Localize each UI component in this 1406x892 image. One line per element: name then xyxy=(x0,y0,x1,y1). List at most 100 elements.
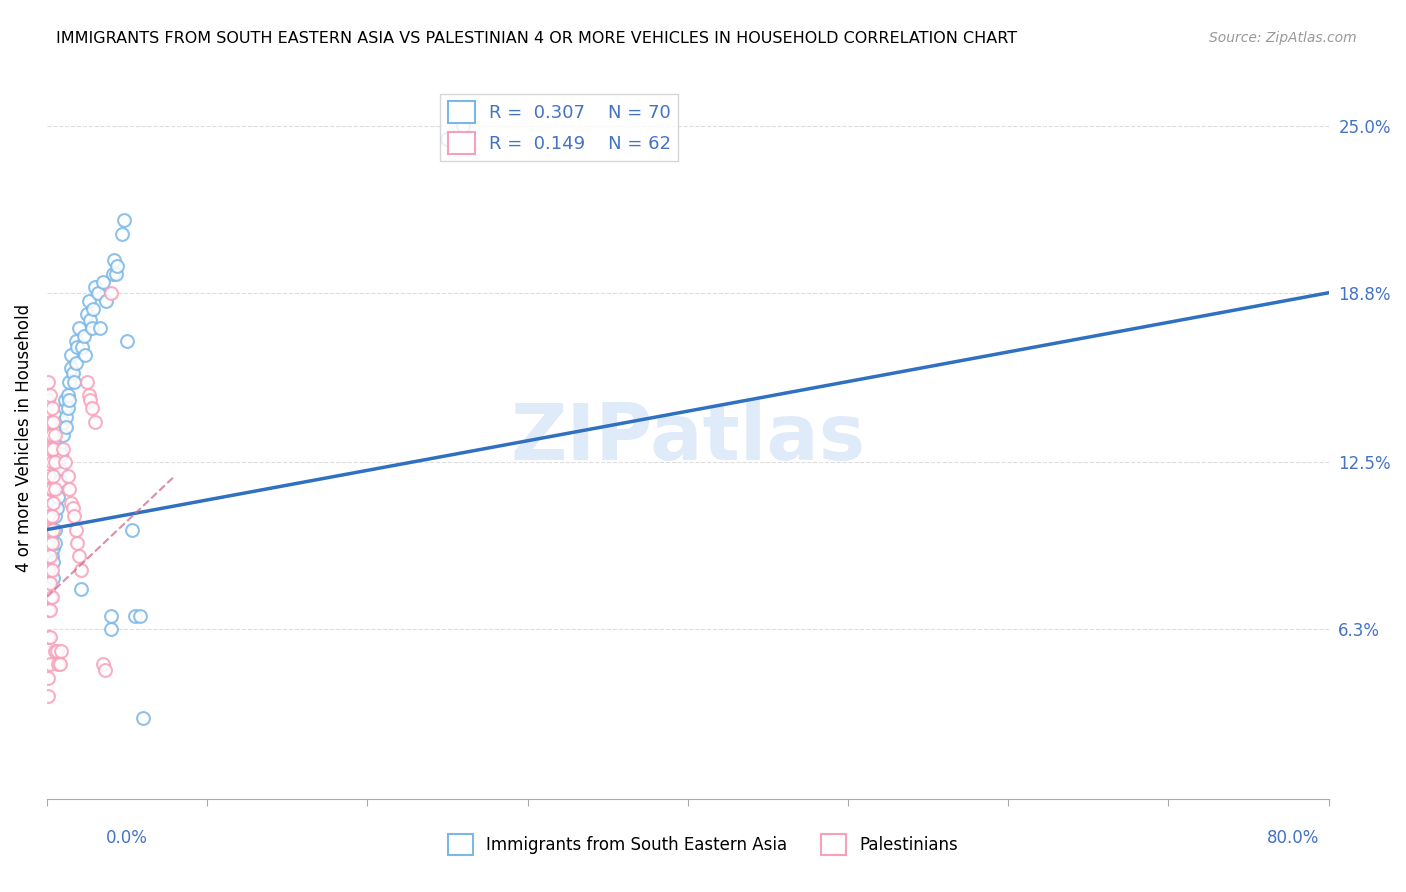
Point xyxy=(42,442,65,456)
Point xyxy=(100,608,122,623)
Point xyxy=(65,356,87,370)
Point xyxy=(104,267,127,281)
Point xyxy=(75,348,97,362)
Point xyxy=(69,582,91,596)
Point xyxy=(46,657,69,672)
Point xyxy=(100,285,122,300)
Text: 80.0%: 80.0% xyxy=(1267,829,1319,847)
Y-axis label: 4 or more Vehicles in Household: 4 or more Vehicles in Household xyxy=(15,304,32,572)
Point xyxy=(41,549,63,564)
Point xyxy=(124,608,146,623)
Point xyxy=(42,496,65,510)
Point xyxy=(59,348,82,362)
Point xyxy=(37,563,59,577)
Point xyxy=(66,340,89,354)
Point xyxy=(37,509,59,524)
Point xyxy=(41,428,63,442)
Point xyxy=(100,622,122,636)
Point xyxy=(56,468,79,483)
Point xyxy=(84,415,107,429)
Point xyxy=(48,463,70,477)
Text: ZIPatlas: ZIPatlas xyxy=(510,401,865,476)
Point xyxy=(79,393,101,408)
Point xyxy=(56,388,79,402)
Point xyxy=(39,549,62,564)
Point xyxy=(45,643,67,657)
Point xyxy=(105,259,128,273)
Point xyxy=(37,690,59,704)
Point xyxy=(436,132,458,146)
Point xyxy=(46,474,69,488)
Point xyxy=(59,361,82,376)
Point xyxy=(76,307,98,321)
Point xyxy=(53,455,76,469)
Point xyxy=(41,482,63,496)
Point xyxy=(51,643,73,657)
Point xyxy=(44,523,66,537)
Point xyxy=(37,582,59,596)
Point xyxy=(41,563,63,577)
Point xyxy=(51,447,73,461)
Point xyxy=(55,409,77,424)
Point xyxy=(42,415,65,429)
Point xyxy=(103,253,125,268)
Point xyxy=(66,536,89,550)
Point xyxy=(63,375,86,389)
Point xyxy=(37,630,59,644)
Point xyxy=(65,334,87,348)
Point xyxy=(41,523,63,537)
Point xyxy=(37,603,59,617)
Point xyxy=(58,482,80,496)
Point xyxy=(39,657,62,672)
Point xyxy=(91,657,114,672)
Point xyxy=(93,663,115,677)
Point xyxy=(44,536,66,550)
Point xyxy=(77,388,100,402)
Point xyxy=(42,541,65,556)
Point xyxy=(52,415,75,429)
Point xyxy=(37,393,59,408)
Point xyxy=(37,375,59,389)
Point xyxy=(63,509,86,524)
Point xyxy=(42,523,65,537)
Point xyxy=(67,549,90,564)
Point xyxy=(41,401,63,416)
Text: 0.0%: 0.0% xyxy=(105,829,148,847)
Point xyxy=(70,340,93,354)
Point xyxy=(37,671,59,685)
Point xyxy=(37,428,59,442)
Point xyxy=(96,293,118,308)
Point xyxy=(62,367,84,381)
Point xyxy=(48,442,70,456)
Point xyxy=(69,563,91,577)
Point xyxy=(112,213,135,227)
Legend: R =  0.307    N = 70, R =  0.149    N = 62: R = 0.307 N = 70, R = 0.149 N = 62 xyxy=(440,94,679,161)
Point xyxy=(45,468,67,483)
Point xyxy=(39,576,62,591)
Point xyxy=(44,496,66,510)
Point xyxy=(52,442,75,456)
Point xyxy=(42,571,65,585)
Legend: Immigrants from South Eastern Asia, Palestinians: Immigrants from South Eastern Asia, Pale… xyxy=(441,828,965,862)
Point xyxy=(62,501,84,516)
Point xyxy=(39,630,62,644)
Point xyxy=(41,509,63,524)
Point xyxy=(121,523,143,537)
Point xyxy=(77,293,100,308)
Point xyxy=(41,455,63,469)
Point xyxy=(46,490,69,504)
Point xyxy=(115,334,138,348)
Point xyxy=(58,375,80,389)
Point xyxy=(84,280,107,294)
Point xyxy=(42,468,65,483)
Point xyxy=(48,657,70,672)
Point xyxy=(39,603,62,617)
Point xyxy=(39,388,62,402)
Point xyxy=(91,275,114,289)
Point xyxy=(101,267,124,281)
Point xyxy=(37,468,59,483)
Point xyxy=(39,482,62,496)
Point xyxy=(79,312,101,326)
Point xyxy=(53,393,76,408)
Point xyxy=(80,401,103,416)
